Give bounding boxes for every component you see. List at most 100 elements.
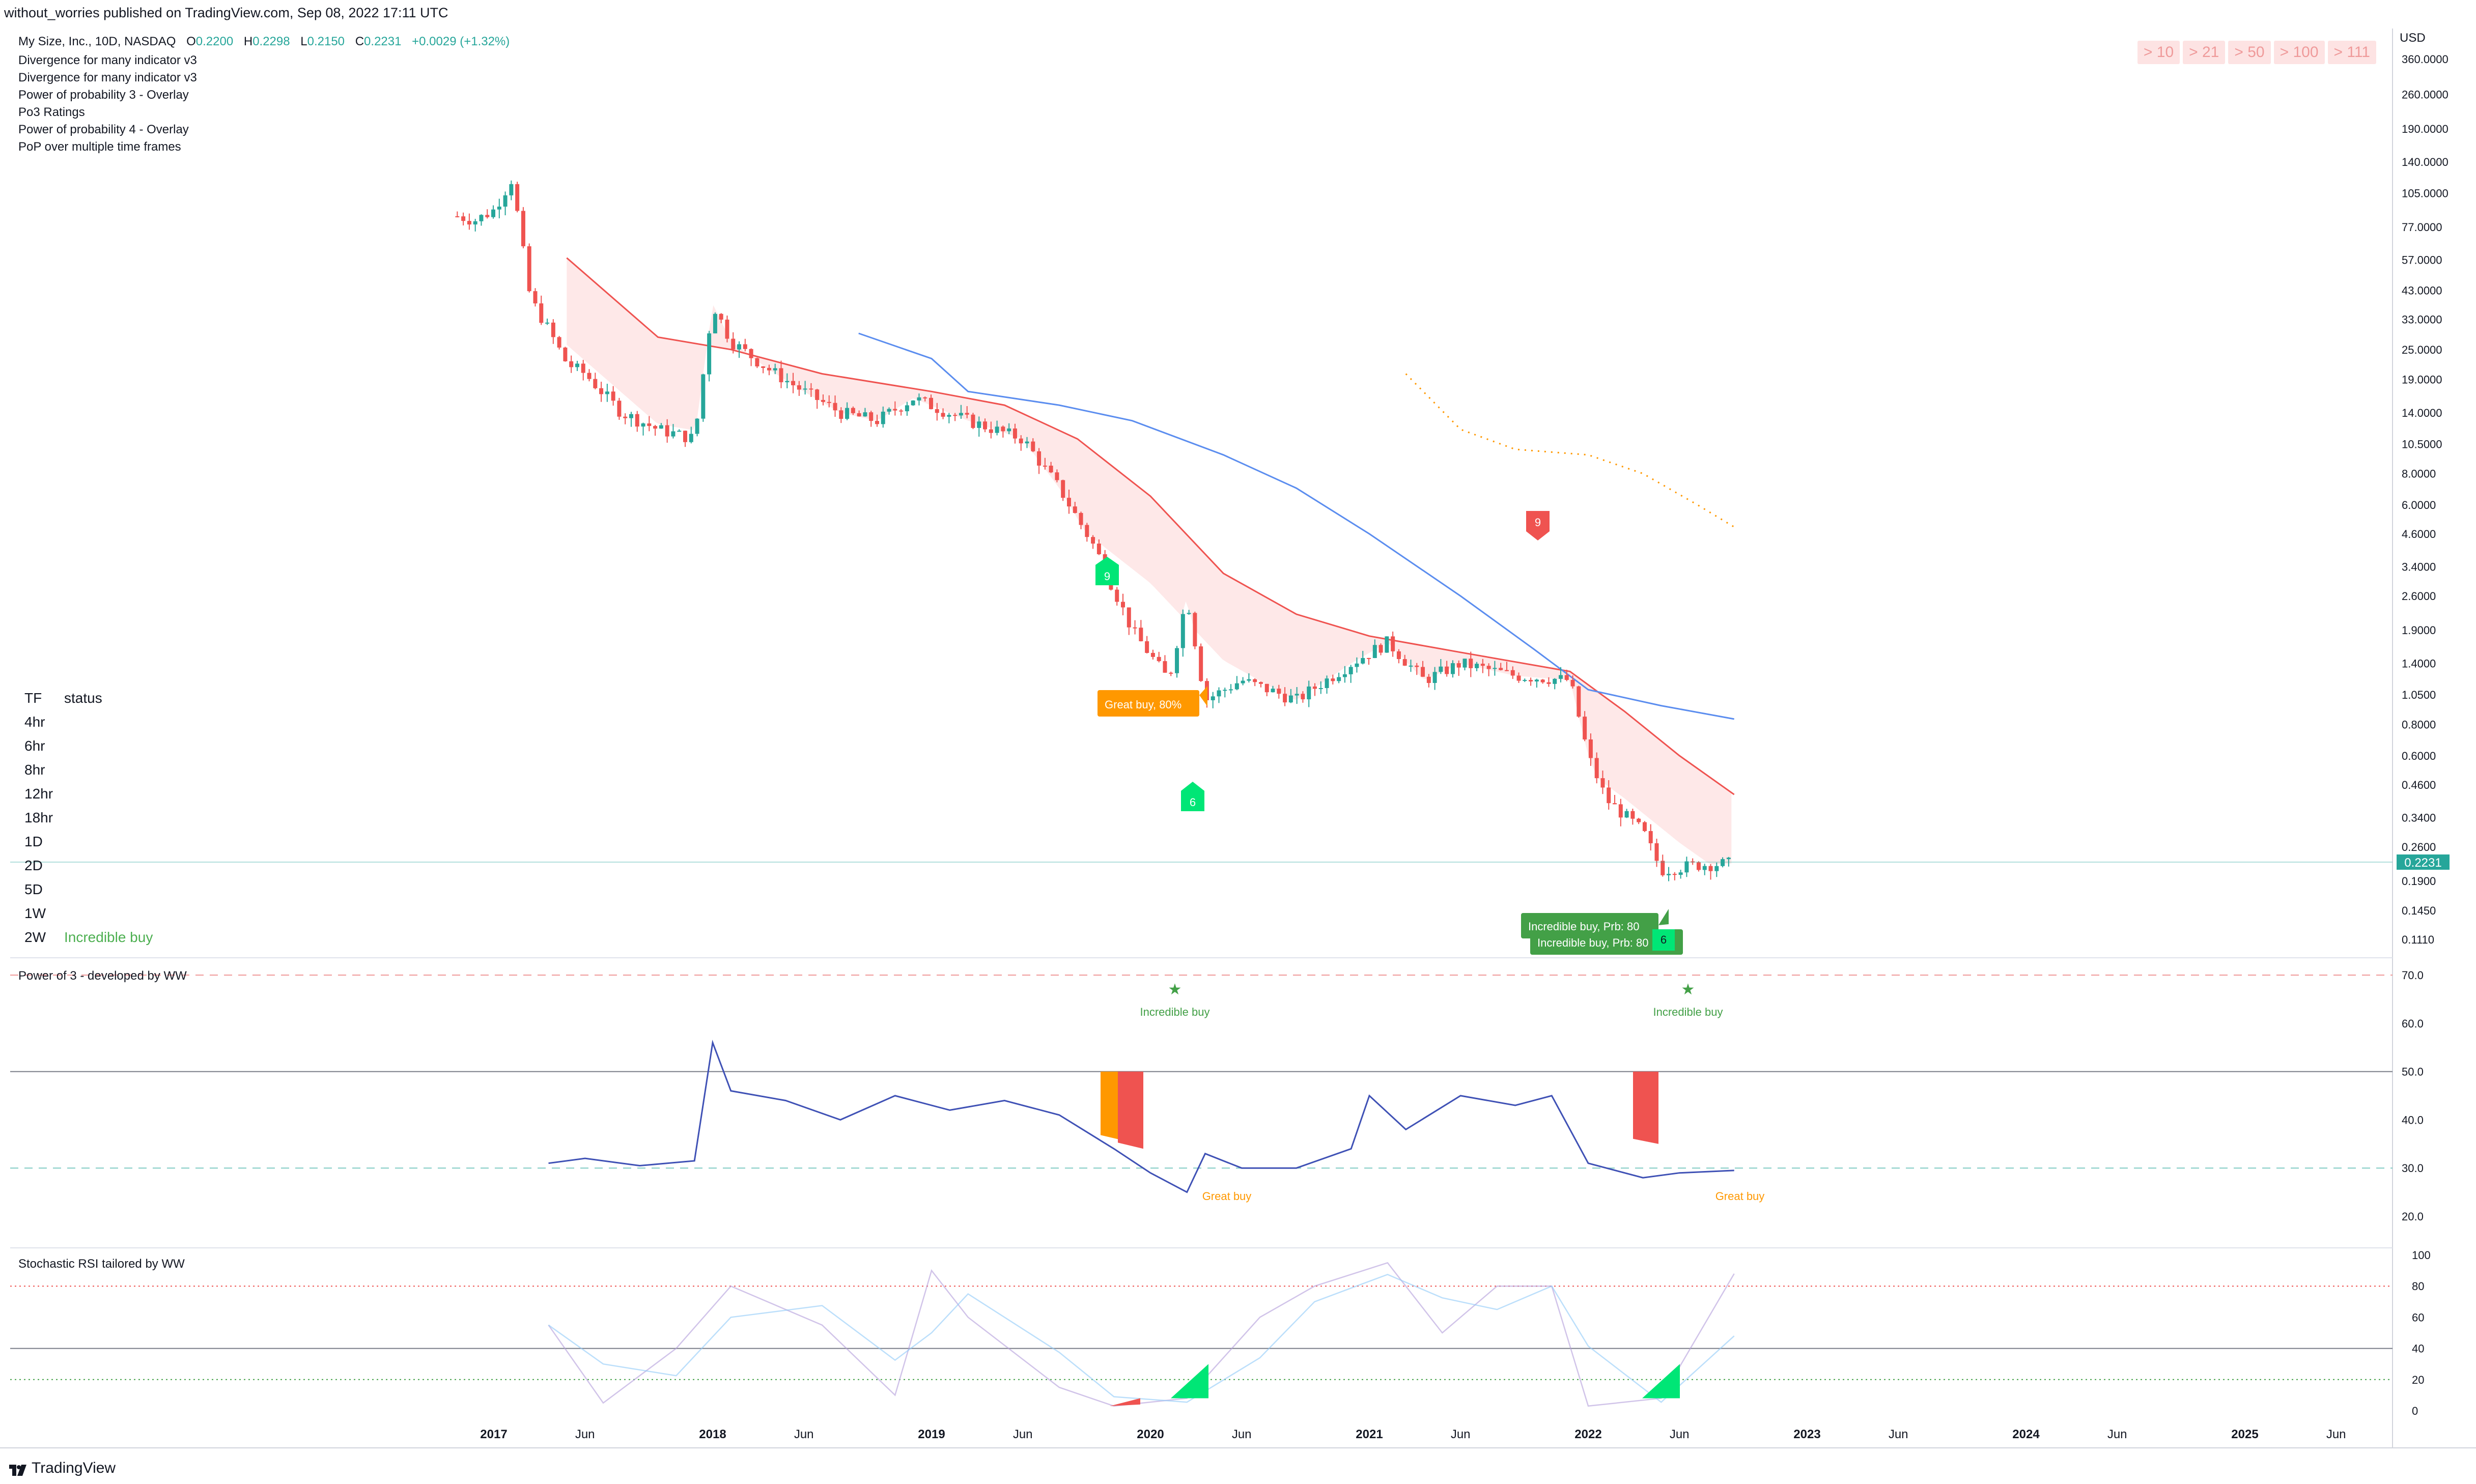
tradingview-logo-icon: [9, 1463, 27, 1476]
svg-text:Incredible buy, Prb: 80: Incredible buy, Prb: 80: [1537, 936, 1649, 949]
candle-body: [1073, 506, 1077, 513]
candle-body: [707, 333, 712, 375]
time-tick-label: Jun: [1232, 1428, 1252, 1441]
currency-label: USD: [2400, 31, 2426, 45]
candle-body: [1312, 686, 1317, 689]
marker-9-red[interactable]: 9: [1526, 511, 1550, 540]
badge-111: > 111: [2327, 41, 2376, 64]
candle-body: [1127, 607, 1131, 627]
incredible-buy-label[interactable]: Incredible buy, Prb: 80 Incredible buy, …: [1521, 909, 1683, 955]
po3-tick-label: 50.0: [2402, 1066, 2424, 1078]
indicator-item[interactable]: Power of probability 4 - Overlay: [18, 123, 189, 136]
candle-body: [1583, 717, 1587, 739]
time-tick-label: Jun: [1670, 1428, 1690, 1441]
po3-title[interactable]: Power of 3 - developed by WW: [18, 969, 187, 983]
time-axis: 2017 Jun 2018 Jun 2019 Jun 2020 Jun 2021 Jun 2022 J…: [480, 1428, 2346, 1441]
candle-body: [1702, 866, 1707, 870]
candle-body: [839, 410, 843, 419]
stoch-pane: 100 80 60 40 20 0: [10, 1249, 2431, 1417]
candle-body: [479, 215, 484, 221]
moving-averages: [566, 257, 1735, 795]
tf-status-table: TF status 4hr 6hr 8hr 12hr 18hr 1D 2D 5D …: [24, 686, 153, 949]
candle-body: [755, 358, 759, 366]
candle-body: [869, 412, 874, 421]
candle-body: [701, 374, 706, 419]
candle-body: [665, 425, 669, 437]
time-tick-label: 2019: [918, 1428, 945, 1441]
candle-body: [659, 425, 663, 429]
marker-6-green[interactable]: 6: [1181, 782, 1204, 811]
tradingview-logo[interactable]: TradingView: [9, 1460, 116, 1477]
svg-text:Incredible buy, Prb: 80: Incredible buy, Prb: 80: [1528, 920, 1640, 933]
indicator-item[interactable]: PoP over multiple time frames: [18, 140, 181, 154]
tf-cell: 1D: [24, 834, 43, 849]
candle-body: [1223, 690, 1227, 691]
candle-body: [1421, 667, 1425, 677]
time-tick-label: 2024: [2012, 1428, 2040, 1441]
candle-body: [1469, 659, 1473, 668]
ma-dotted-line: [1405, 373, 1735, 528]
indicator-item[interactable]: Power of probability 3 - Overlay: [18, 88, 189, 102]
candle-body: [881, 411, 885, 424]
candle-body: [1613, 803, 1617, 805]
candle-body: [1672, 874, 1677, 875]
ma-badges: > 10 > 21 > 50 > 100 > 111: [2137, 41, 2376, 64]
indicator-item[interactable]: Po3 Ratings: [18, 105, 85, 119]
symbol-name[interactable]: My Size, Inc., 10D, NASDAQ: [18, 35, 176, 48]
candle-body: [1325, 678, 1329, 689]
tf-row: 5D: [24, 877, 153, 901]
candle-body: [581, 363, 585, 373]
po3-great-buy-label: Great buy: [1202, 1190, 1252, 1203]
candle-body: [1637, 818, 1641, 822]
price-tick-label: 0.8000: [2402, 718, 2436, 731]
candle-body: [1456, 663, 1461, 668]
candle-body: [569, 361, 574, 367]
star-icon: ★: [1168, 981, 1182, 998]
candle-body: [1432, 672, 1437, 683]
candles: [455, 180, 1731, 881]
tf-row: 2D: [24, 853, 153, 877]
tf-row: 12hr: [24, 782, 153, 806]
candle-body: [1012, 428, 1017, 439]
candle-body: [1529, 680, 1533, 682]
svg-text:6: 6: [1661, 933, 1667, 946]
indicator-item[interactable]: Divergence for many indicator v3: [18, 71, 197, 84]
candle-body: [1049, 465, 1053, 473]
candle-body: [671, 431, 676, 437]
candle-body: [1175, 648, 1179, 673]
time-tick-label: Jun: [2326, 1428, 2346, 1441]
high-value: 0.2298: [252, 35, 290, 48]
low-label: L: [300, 35, 307, 48]
candle-body: [1288, 695, 1293, 703]
tf-cell: 5D: [24, 881, 43, 897]
ma-slow-line: [858, 332, 1734, 720]
candle-body: [1564, 675, 1569, 680]
candle-body: [1570, 680, 1575, 687]
stoch-title[interactable]: Stochastic RSI tailored by WW: [18, 1257, 185, 1271]
candle-body: [617, 401, 622, 417]
open-value: 0.2200: [195, 35, 234, 48]
candle-body: [1258, 682, 1263, 684]
candle-body: [1661, 861, 1665, 875]
marker-9-green[interactable]: 9: [1095, 557, 1119, 585]
candle-body: [527, 246, 531, 292]
candle-body: [1402, 659, 1407, 666]
time-tick-label: 2022: [1574, 1428, 1601, 1441]
great-buy-label[interactable]: Great buy, 80%: [1098, 686, 1207, 717]
price-tick-label: 3.4000: [2402, 561, 2436, 574]
badge-100: > 100: [2273, 41, 2325, 64]
status-cell: Incredible buy: [64, 929, 153, 945]
candle-body: [731, 338, 736, 350]
indicator-item[interactable]: Divergence for many indicator v3: [18, 53, 197, 67]
candle-body: [803, 388, 807, 390]
stoch-k-line: [548, 1262, 1735, 1407]
candle-body: [1342, 674, 1347, 677]
candle-body: [1096, 544, 1101, 555]
price-tick-label: 360.0000: [2402, 53, 2449, 66]
candle-body: [473, 221, 477, 225]
candle-body: [1588, 739, 1593, 758]
price-axis-ticks: 360.0000 260.0000 190.0000 140.0000 105.0000…: [2402, 53, 2449, 946]
candle-body: [497, 206, 501, 210]
low-value: 0.2150: [307, 35, 345, 48]
